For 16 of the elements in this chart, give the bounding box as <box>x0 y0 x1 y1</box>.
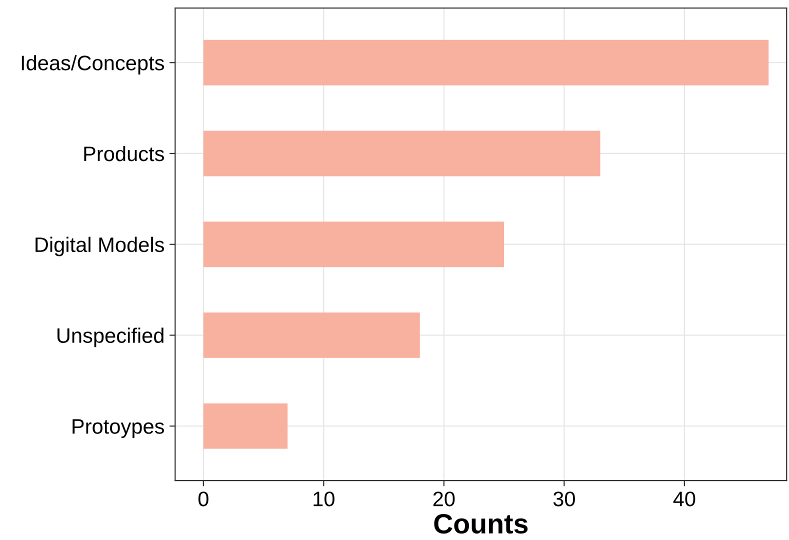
y-tick-label: Protoypes <box>72 419 164 438</box>
y-tick-label: Ideas/Concepts <box>22 55 164 74</box>
x-tick-label: 40 <box>673 492 696 506</box>
bar <box>203 130 600 176</box>
bar <box>203 40 769 86</box>
y-tick-label: Products <box>84 146 164 162</box>
bar <box>203 403 288 449</box>
x-tick-label: 10 <box>314 492 334 506</box>
y-tick-label: Unspecified <box>58 328 164 348</box>
x-tick-label: 30 <box>553 492 575 506</box>
x-axis-title: Counts <box>434 514 528 534</box>
y-tick-label: Digital Models <box>36 236 164 256</box>
x-tick-label: 20 <box>433 492 455 506</box>
x-tick-label: 0 <box>198 492 208 506</box>
bar <box>203 222 504 268</box>
bar <box>203 312 420 358</box>
